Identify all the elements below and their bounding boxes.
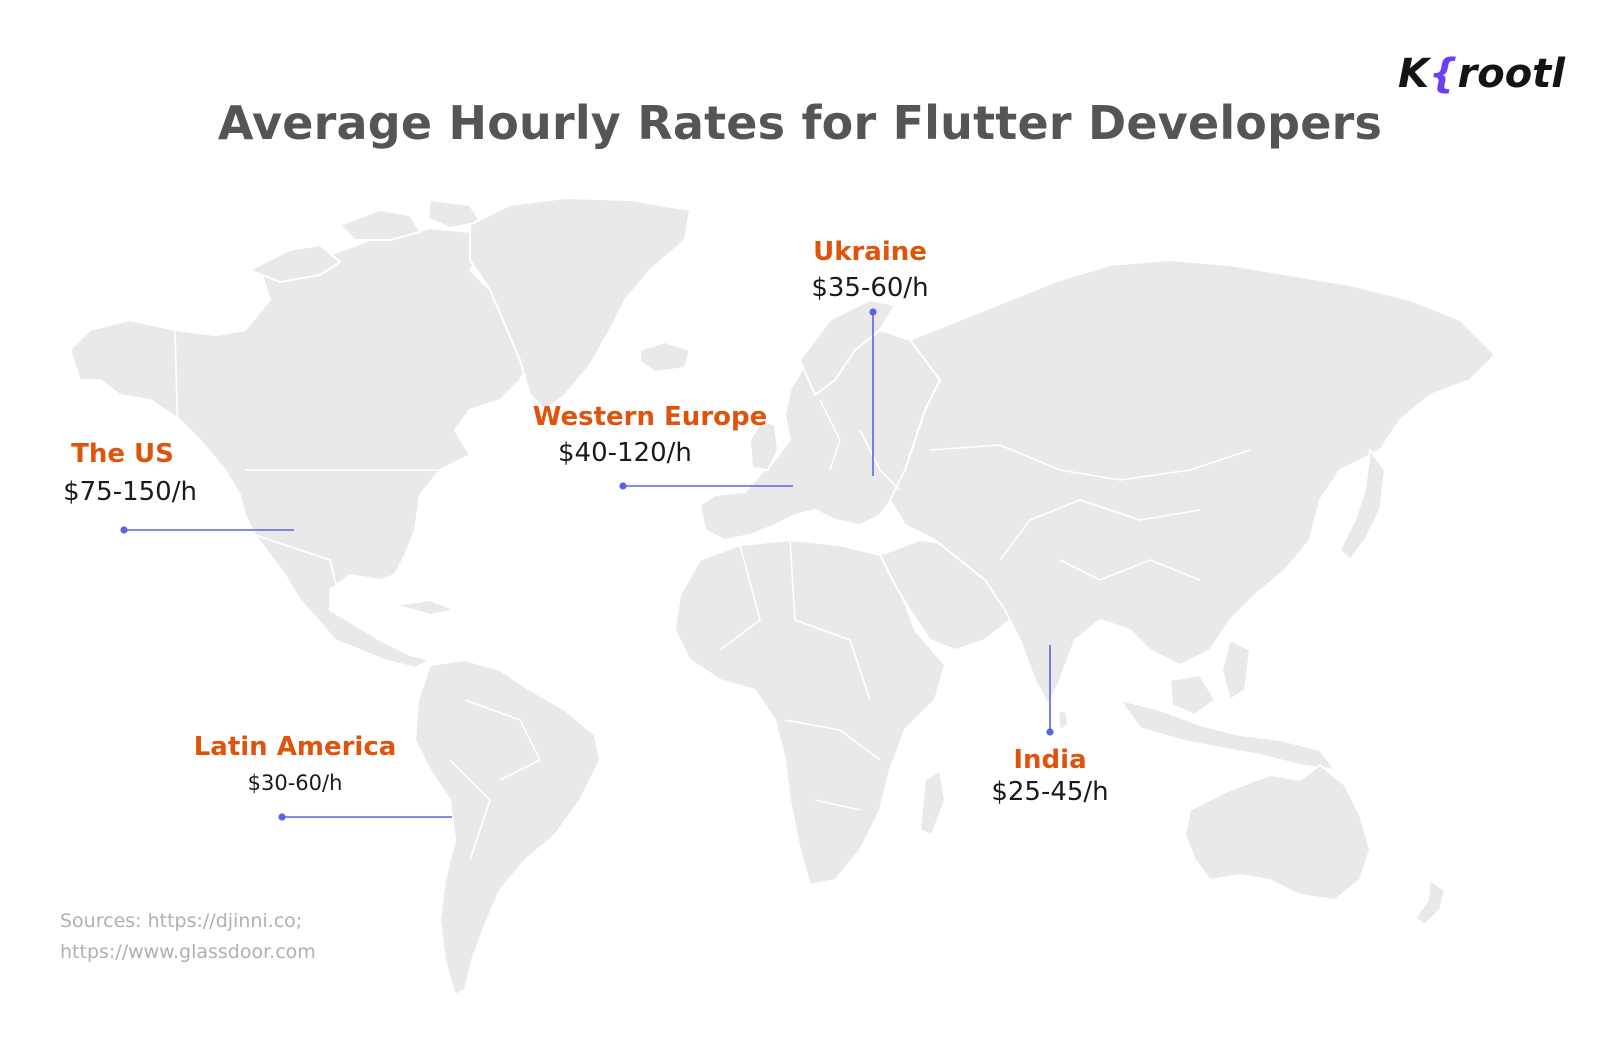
- region-label-india: India $25-45/h: [970, 745, 1130, 808]
- region-rate: $30-60/h: [247, 770, 343, 795]
- krootl-logo: K{rootl: [1398, 54, 1565, 94]
- logo-letter-k: K: [1398, 51, 1429, 97]
- india-marker: [1046, 645, 1054, 736]
- region-label-latin-america: Latin America $30-60/h: [180, 732, 410, 795]
- region-rate: $35-60/h: [811, 272, 929, 303]
- sri-lanka-landmass: [1057, 709, 1069, 731]
- region-name: Latin America: [193, 732, 397, 762]
- new-zealand-landmass: [1414, 879, 1446, 926]
- sources-line: https://www.glassdoor.com: [60, 941, 316, 963]
- caribbean-islands: [394, 599, 456, 616]
- region-rate: $40-120/h: [558, 437, 692, 468]
- country-borders: [174, 329, 1251, 861]
- arctic-islands: [339, 209, 421, 241]
- region-label-us: The US $75-150/h: [40, 439, 220, 508]
- page-title: Average Hourly Rates for Flutter Develop…: [217, 96, 1383, 150]
- region-name: Western Europe: [532, 402, 768, 432]
- australia-landmass: [1184, 764, 1371, 901]
- asia-landmass: [889, 259, 1496, 706]
- ukraine-marker: [869, 308, 877, 476]
- logo-wordmark: rootl: [1457, 51, 1566, 97]
- logo-brace-mark: {: [1429, 51, 1458, 97]
- southeast-asia-islands: [1221, 639, 1251, 701]
- iceland-landmass: [639, 341, 691, 373]
- southeast-asia-islands: [1119, 699, 1336, 771]
- madagascar-landmass: [919, 769, 946, 836]
- region-label-ukraine: Ukraine $35-60/h: [790, 237, 950, 304]
- western-europe-marker: [619, 482, 793, 490]
- arctic-islands: [249, 244, 341, 283]
- south-america-landmass: [414, 659, 601, 996]
- north-america-landmass: [69, 227, 536, 669]
- region-rate: $25-45/h: [991, 776, 1109, 807]
- uk-landmass: [749, 419, 779, 471]
- region-name: Ukraine: [813, 237, 927, 267]
- region-label-western-europe: Western Europe $40-120/h: [520, 402, 780, 469]
- landmasses: [69, 197, 1496, 996]
- sources-line: Sources: https://djinni.co;: [60, 910, 303, 932]
- sources-note: Sources: https://djinni.co; https://www.…: [60, 906, 316, 968]
- arctic-islands: [427, 199, 481, 229]
- region-name: India: [1013, 745, 1087, 775]
- latin-america-marker: [278, 813, 452, 821]
- scandinavia-landmass: [799, 299, 896, 396]
- us-marker: [120, 526, 294, 534]
- region-rate: $75-150/h: [63, 476, 197, 507]
- japan-landmass: [1339, 449, 1386, 561]
- greenland-landmass: [469, 197, 691, 411]
- region-name: The US: [71, 439, 174, 469]
- southeast-asia-islands: [1169, 674, 1216, 716]
